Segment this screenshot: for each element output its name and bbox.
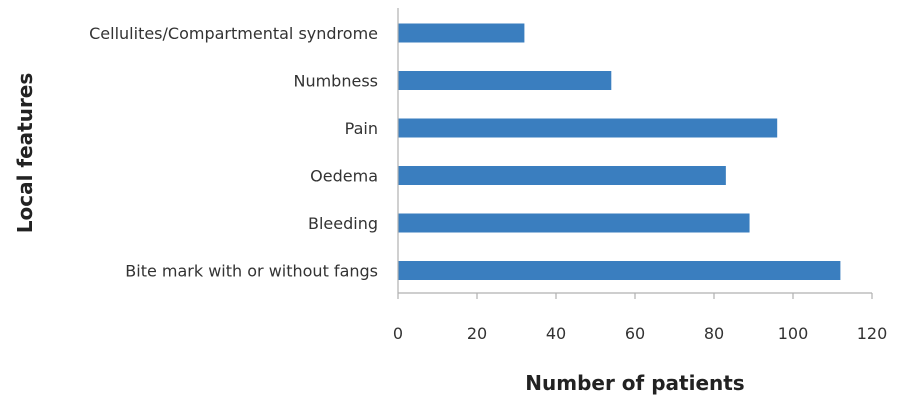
x-tick-label-5: 100 — [778, 324, 809, 343]
category-label-2: Pain — [345, 119, 378, 138]
category-label-0: Cellulites/Compartmental syndrome — [89, 24, 378, 43]
x-tick-label-3: 60 — [625, 324, 645, 343]
x-ticks-layer: 0 20 40 60 80 100 120 — [393, 293, 887, 343]
category-label-3: Oedema — [310, 167, 378, 186]
x-axis-title: Number of patients — [525, 371, 744, 395]
x-tick-label-0: 0 — [393, 324, 403, 343]
bar-3 — [398, 166, 726, 185]
bar-0 — [398, 23, 525, 43]
bar-2 — [398, 118, 778, 138]
x-tick-label-6: 120 — [857, 324, 888, 343]
bar-4 — [398, 213, 750, 233]
category-labels-layer: Cellulites/Compartmental syndrome Numbnes… — [89, 24, 378, 281]
y-axis-title: Local features — [13, 73, 37, 234]
bar-1 — [398, 71, 612, 90]
bar-5 — [398, 261, 841, 280]
x-tick-label-4: 80 — [704, 324, 724, 343]
x-tick-label-1: 20 — [467, 324, 487, 343]
category-label-5: Bite mark with or without fangs — [125, 262, 378, 281]
category-label-4: Bleeding — [308, 214, 378, 233]
axis-layer — [397, 8, 872, 294]
category-label-1: Numbness — [293, 72, 378, 91]
bars-layer — [398, 23, 841, 280]
x-tick-label-2: 40 — [546, 324, 566, 343]
